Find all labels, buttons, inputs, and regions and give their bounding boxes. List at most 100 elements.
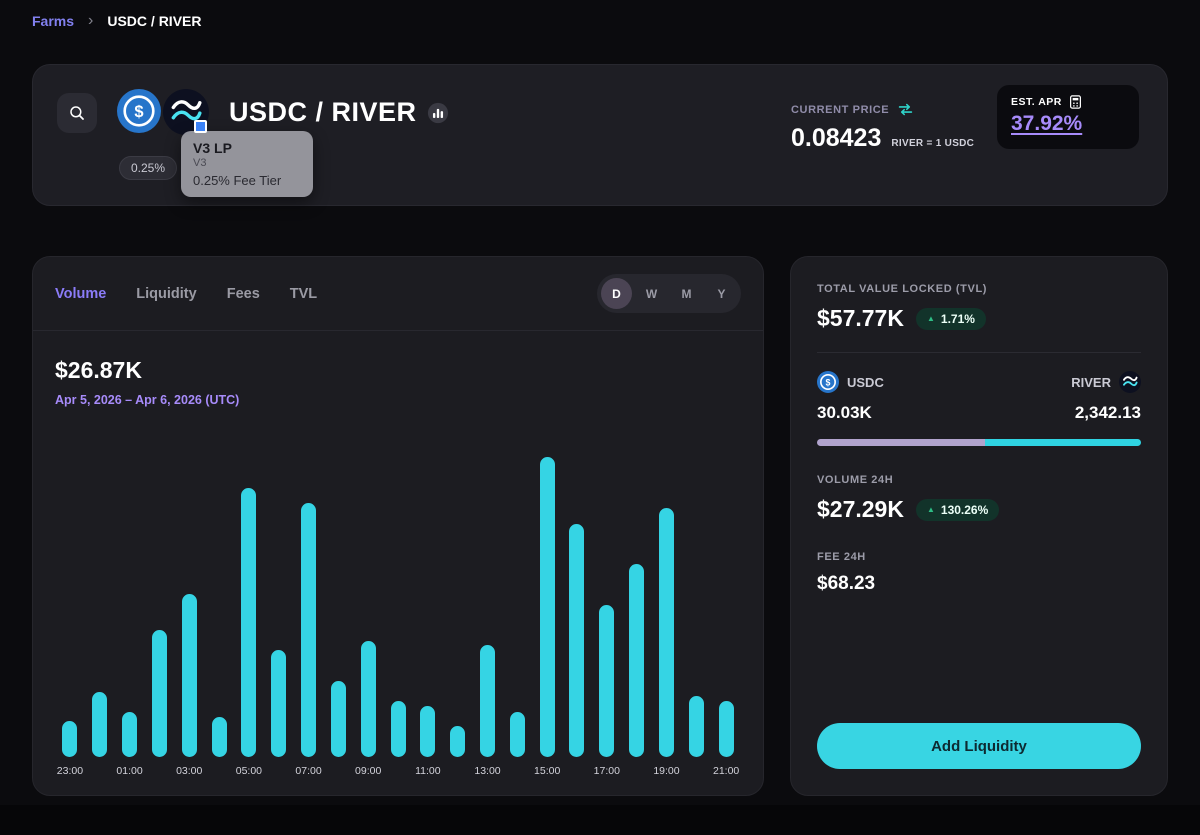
range-w[interactable]: W <box>636 278 667 309</box>
tab-volume[interactable]: Volume <box>55 285 107 302</box>
bar-slot <box>622 447 652 781</box>
range-y[interactable]: Y <box>706 278 737 309</box>
volume-change-value: 130.26% <box>940 502 989 517</box>
swap-arrows-icon[interactable] <box>897 103 914 116</box>
search-icon <box>70 106 84 120</box>
volume-bar-00:00[interactable] <box>92 692 108 757</box>
volume-bar-03:00[interactable] <box>181 594 197 757</box>
volume-bar-16:00[interactable] <box>569 524 585 757</box>
analytics-icon[interactable] <box>427 102 449 124</box>
tab-fees[interactable]: Fees <box>226 285 260 302</box>
tab-tvl[interactable]: TVL <box>289 285 318 302</box>
volume-bar-19:00[interactable] <box>658 508 674 757</box>
pair-title: USDC / RIVER <box>229 97 417 127</box>
up-triangle-icon: ▲ <box>926 313 935 323</box>
bar-slot: 19:00 <box>652 447 682 781</box>
breadcrumb-current: USDC / RIVER <box>107 13 202 29</box>
volume-bar-10:00[interactable] <box>390 701 406 757</box>
bar-slot <box>443 447 473 781</box>
bar-slot <box>144 447 174 781</box>
volume-bar-13:00[interactable] <box>480 645 495 757</box>
range-m[interactable]: M <box>671 278 702 309</box>
bar-slot <box>383 447 413 781</box>
current-price-value: 0.08423 <box>791 124 882 152</box>
volume-bar-17:00[interactable] <box>599 605 615 757</box>
volume-bar-09:00[interactable] <box>360 641 376 757</box>
mouse-cursor-indicator <box>194 120 207 133</box>
est-apr-value[interactable]: 37.92% <box>1011 112 1083 135</box>
bar-slot <box>85 447 115 781</box>
usdc-token-icon-small: $ <box>817 371 839 393</box>
current-price-unit: RIVER = 1 USDC <box>891 138 975 149</box>
usdc-token-name: USDC <box>847 374 884 390</box>
tooltip-title: V3 LP <box>193 140 232 156</box>
x-axis-tick-label: 13:00 <box>474 765 501 777</box>
calculator-icon[interactable] <box>1069 95 1082 109</box>
x-axis-tick-label: 11:00 <box>415 765 441 777</box>
bar-slot <box>681 447 711 781</box>
fee-24h-label: FEE 24H <box>817 551 866 563</box>
page-bottom-edge <box>0 805 1200 835</box>
volume-bar-04:00[interactable] <box>211 717 227 757</box>
volume-bar-05:00[interactable] <box>241 488 257 757</box>
volume-bar-18:00[interactable] <box>629 564 645 757</box>
tab-liquidity[interactable]: Liquidity <box>136 285 197 302</box>
tooltip-fee-tier: 0.25% Fee Tier <box>193 173 282 188</box>
tvl-split-right <box>985 439 1141 446</box>
bar-slot: 17:00 <box>592 447 622 781</box>
tvl-label: TOTAL VALUE LOCKED (TVL) <box>817 283 988 295</box>
volume-bar-11:00[interactable] <box>420 706 436 757</box>
river-amount: 2,342.13 <box>1074 403 1141 422</box>
fee-24h-value: $68.23 <box>817 573 876 594</box>
tvl-change-badge: ▲ 1.71% <box>915 307 986 330</box>
est-apr-label: EST. APR <box>1011 96 1062 108</box>
volume-bar-21:00[interactable] <box>718 701 734 757</box>
add-liquidity-button[interactable]: Add Liquidity <box>817 723 1141 769</box>
volume-bar-06:00[interactable] <box>271 650 287 757</box>
river-token-name: RIVER <box>1071 374 1111 390</box>
chart-tabs: Volume Liquidity Fees TVL <box>55 286 317 302</box>
volume-bar-20:00[interactable] <box>688 696 704 757</box>
current-price-label: CURRENT PRICE <box>791 103 890 116</box>
bar-slot: 11:00 <box>413 447 443 781</box>
x-axis-tick-label: 05:00 <box>235 765 263 777</box>
pool-stats-card: TOTAL VALUE LOCKED (TVL) $57.77K ▲ 1.71%… <box>790 256 1168 796</box>
usdc-token-icon: $ <box>117 89 161 133</box>
x-axis-tick-label: 03:00 <box>176 765 203 777</box>
bar-slot <box>562 447 592 781</box>
volume-bar-12:00[interactable] <box>450 726 466 757</box>
up-triangle-icon: ▲ <box>926 504 935 514</box>
range-d[interactable]: D <box>601 278 632 309</box>
fee-tier-badge[interactable]: 0.25% <box>119 156 178 180</box>
volume-bar-23:00[interactable] <box>62 721 78 757</box>
bar-slot <box>502 447 532 781</box>
volume-total-value: $26.87K <box>55 357 142 383</box>
bar-slot: 21:00 <box>711 447 741 781</box>
tvl-composition-bar <box>817 439 1141 446</box>
breadcrumb-farms-link[interactable]: Farms <box>32 13 75 29</box>
x-axis-tick-label: 15:00 <box>534 765 561 777</box>
divider <box>817 352 1141 353</box>
volume-24h-label: VOLUME 24H <box>817 474 894 486</box>
volume-bar-14:00[interactable] <box>509 712 525 757</box>
token-names-row: $ USDC RIVER <box>817 371 1141 393</box>
volume-bar-07:00[interactable] <box>301 503 317 757</box>
volume-bar-02:00[interactable] <box>151 630 167 757</box>
x-axis-tick-label: 01:00 <box>116 765 143 777</box>
fee-tier-tooltip: V3 LP V3 0.25% Fee Tier <box>181 131 313 197</box>
volume-bar-01:00[interactable] <box>122 712 138 757</box>
bar-slot: 09:00 <box>353 447 383 781</box>
volume-bar-15:00[interactable] <box>539 457 555 757</box>
search-button[interactable] <box>57 93 97 133</box>
x-axis-tick-label: 07:00 <box>295 765 322 777</box>
x-axis-tick-label: 21:00 <box>712 765 740 777</box>
river-token-cell: RIVER <box>1071 371 1141 393</box>
volume-bar-08:00[interactable] <box>330 681 346 757</box>
bar-slot <box>323 447 353 781</box>
usdc-token-cell: $ USDC <box>817 371 884 393</box>
tvl-split-left <box>817 439 986 446</box>
bar-slot: 15:00 <box>532 447 562 781</box>
